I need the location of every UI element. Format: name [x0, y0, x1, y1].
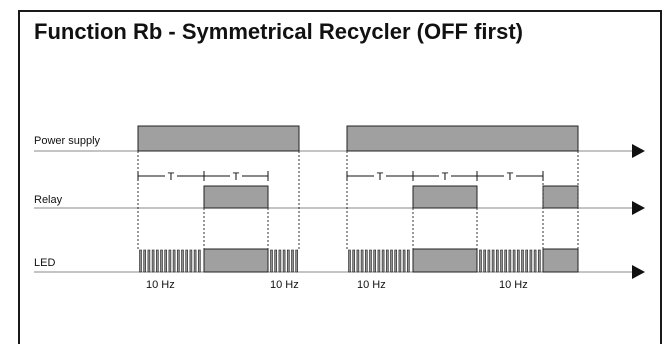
led-blink-group — [348, 249, 410, 273]
led-blink-pulse — [529, 249, 533, 273]
led-blink-pulse — [537, 249, 541, 273]
led-blink-groups — [139, 249, 541, 273]
led-blink-pulse — [278, 249, 282, 273]
led-blink-pulse — [364, 249, 368, 273]
led-blink-pulse — [381, 249, 385, 273]
diagram-frame — [18, 10, 662, 344]
led-blink-group — [270, 249, 299, 273]
led-on-pulse — [412, 248, 478, 273]
led-blink-pulse — [185, 249, 188, 273]
row-label-power-supply: Power supply — [34, 135, 101, 147]
frequency-label: 10 Hz — [270, 279, 299, 291]
row-label-led: LED — [34, 257, 55, 269]
interval-marker: T — [412, 171, 478, 183]
led-blink-pulse — [295, 249, 299, 273]
led-blink-pulse — [189, 249, 193, 273]
led-blink-pulse — [398, 249, 402, 273]
led-blink-pulse — [177, 249, 180, 273]
led-blink-pulse — [168, 249, 172, 273]
led-blink-pulse — [151, 249, 155, 273]
led-blink-pulse — [160, 249, 163, 273]
frequency-label: 10 Hz — [146, 279, 175, 291]
led-blink-pulse — [291, 249, 294, 273]
relay-on-pulse — [412, 185, 478, 209]
led-blink-pulse — [164, 249, 167, 273]
interval-label: T — [442, 171, 449, 183]
interval-label: T — [168, 171, 175, 183]
led-blink-pulse — [348, 249, 351, 273]
led-blink-pulse — [406, 249, 410, 273]
diagram-title: Function Rb - Symmetrical Recycler (OFF … — [34, 19, 523, 44]
led-blink-pulse — [282, 249, 286, 273]
power-on-pulse — [137, 125, 300, 152]
led-blink-pulse — [525, 249, 529, 273]
time-axis-relay — [34, 201, 645, 215]
led-blink-pulse — [193, 249, 197, 273]
led-blink-pulse — [147, 249, 151, 273]
arrow-right-icon — [632, 144, 645, 158]
led-on-pulse — [542, 248, 579, 273]
led-blink-pulse — [516, 249, 520, 273]
interval-label: T — [377, 171, 384, 183]
led-blink-pulse — [373, 249, 377, 273]
led-blink-pulse — [352, 249, 356, 273]
led-blink-pulse — [402, 249, 406, 273]
relay-on-pulse — [203, 185, 269, 209]
led-on-pulse — [203, 248, 269, 273]
led-blink-pulse — [508, 249, 512, 273]
led-blink-pulse — [270, 249, 273, 273]
led-blink-group — [139, 249, 201, 273]
led-blink-pulse — [512, 249, 516, 273]
arrow-right-icon — [632, 265, 645, 279]
led-blink-pulse — [377, 249, 381, 273]
led-blink-pulse — [143, 249, 146, 273]
interval-marker: T — [137, 171, 205, 183]
interval-marker: T — [203, 171, 269, 183]
led-blink-pulse — [156, 249, 159, 273]
led-blink-pulse — [274, 249, 278, 273]
led-blink-pulse — [479, 249, 482, 273]
led-blink-group — [479, 249, 541, 273]
led-blink-pulse — [181, 249, 184, 273]
timing-guides — [137, 151, 579, 249]
led-blink-pulse — [495, 249, 499, 273]
led-blink-pulse — [483, 249, 487, 273]
led-blink-pulse — [360, 249, 364, 273]
led-blink-pulse — [487, 249, 491, 273]
led-blink-pulse — [198, 249, 201, 273]
time-axis-led — [34, 265, 645, 279]
row-label-relay: Relay — [34, 194, 63, 206]
arrow-right-icon — [632, 201, 645, 215]
led-blink-pulse — [369, 249, 372, 273]
led-blink-pulse — [521, 249, 524, 273]
led-blink-pulse — [394, 249, 398, 273]
led-blink-pulse — [504, 249, 508, 273]
led-blink-pulse — [172, 249, 176, 273]
led-blink-pulse — [533, 249, 537, 273]
led-blink-pulse — [385, 249, 389, 273]
interval-label: T — [233, 171, 240, 183]
led-blink-pulse — [491, 249, 495, 273]
led-blink-pulse — [390, 249, 393, 273]
interval-marker: T — [346, 171, 414, 183]
relay-on-pulse — [542, 185, 579, 209]
frequency-label: 10 Hz — [499, 279, 528, 291]
led-blink-pulse — [286, 249, 290, 273]
led-blink-pulse — [139, 249, 142, 273]
power-on-pulse — [346, 125, 579, 152]
led-blink-pulse — [356, 249, 360, 273]
led-blink-pulse — [500, 249, 503, 273]
interval-label: T — [507, 171, 514, 183]
interval-marker: T — [476, 171, 544, 183]
frequency-label: 10 Hz — [357, 279, 386, 291]
